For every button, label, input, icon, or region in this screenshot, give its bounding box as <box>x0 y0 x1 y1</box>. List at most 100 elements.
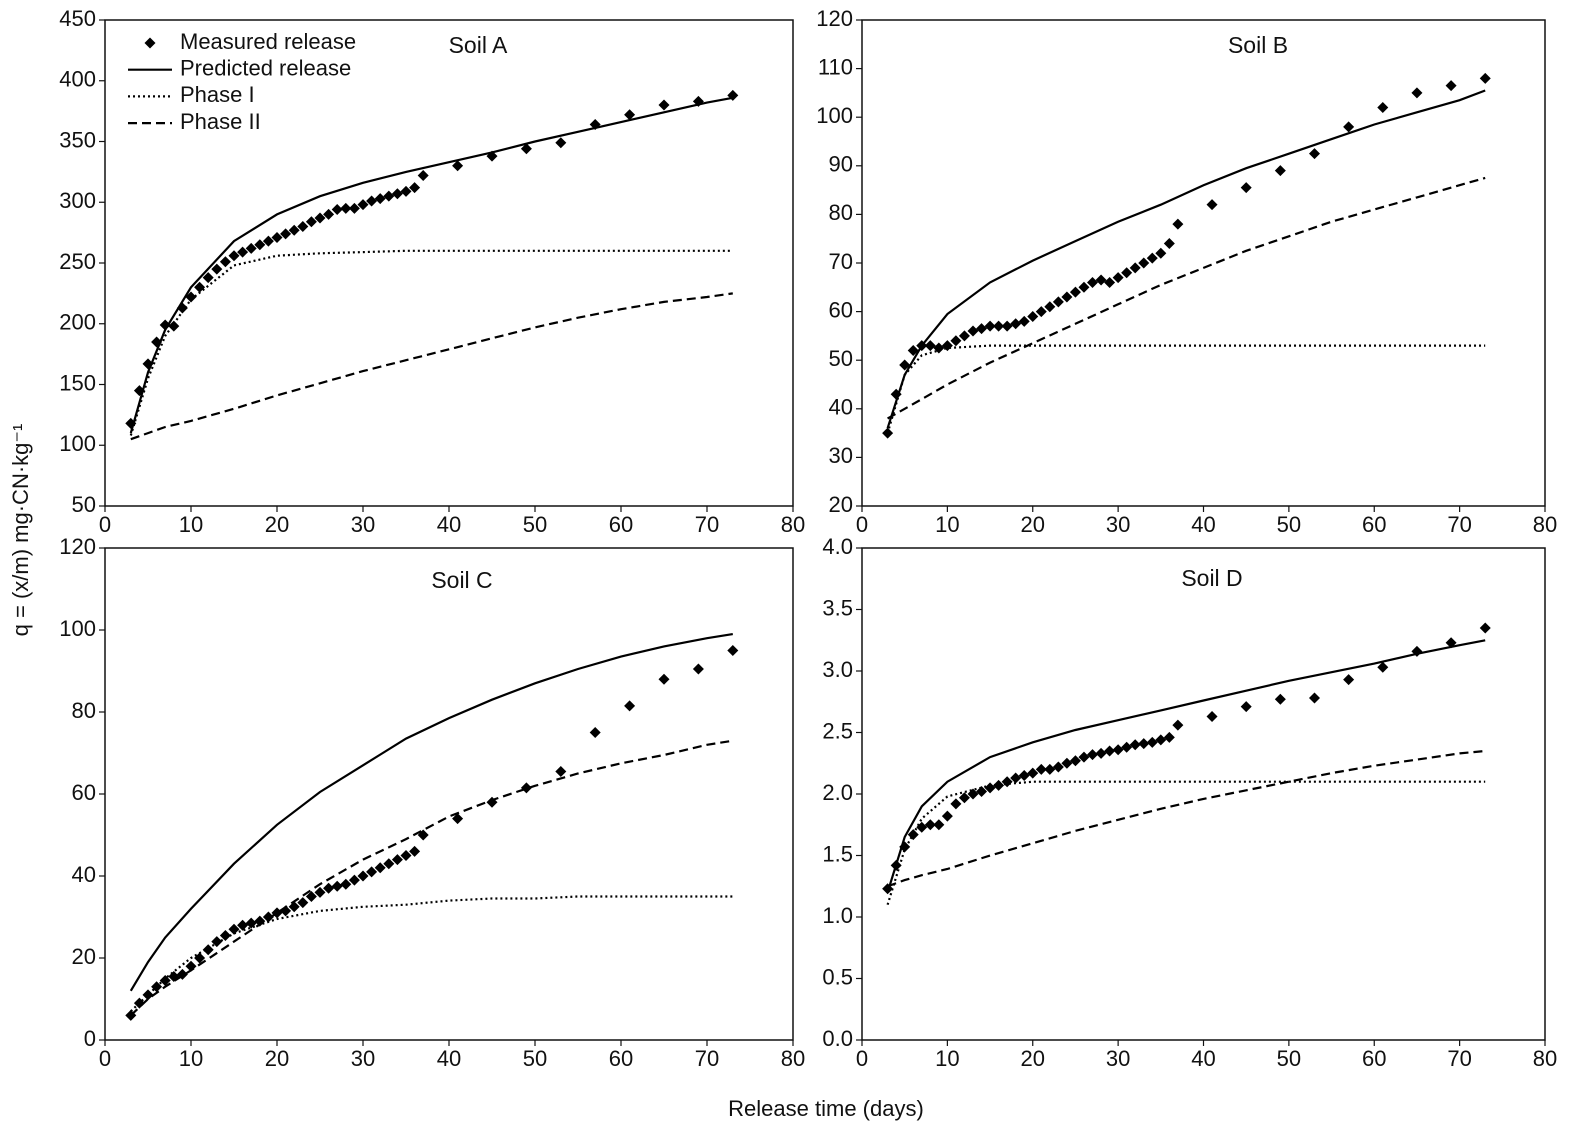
data-point <box>1274 165 1286 177</box>
y-tick-label: 300 <box>59 188 96 213</box>
y-tick-label: 0 <box>84 1026 96 1051</box>
data-point <box>400 185 412 197</box>
y-tick-label: 2.0 <box>822 780 853 805</box>
x-tick-label: 50 <box>523 1046 547 1071</box>
data-point <box>1061 757 1073 769</box>
x-tick-label: 40 <box>1191 1046 1215 1071</box>
y-tick-label: 70 <box>829 249 853 274</box>
data-point <box>348 874 360 886</box>
data-point <box>1087 749 1099 761</box>
data-point <box>1018 315 1030 327</box>
y-tick-label: 100 <box>59 616 96 641</box>
x-tick-label: 80 <box>781 1046 805 1071</box>
data-point <box>314 886 326 898</box>
data-point <box>624 109 636 121</box>
data-point <box>452 160 464 172</box>
y-tick-label: 0.5 <box>822 964 853 989</box>
data-point <box>305 891 317 902</box>
y-tick-label: 20 <box>72 944 96 969</box>
data-point <box>374 862 386 874</box>
x-tick-label: 20 <box>265 1046 289 1071</box>
data-point <box>202 272 214 284</box>
x-tick-label: 10 <box>179 1046 203 1071</box>
x-tick-label: 10 <box>935 512 959 537</box>
data-point <box>950 335 962 347</box>
data-point <box>366 195 378 207</box>
y-tick-label: 50 <box>72 492 96 517</box>
series-line <box>129 633 733 992</box>
data-point <box>1010 318 1022 330</box>
data-point <box>1445 80 1457 92</box>
data-point <box>374 193 386 205</box>
y-tick-label: 3.5 <box>822 595 853 620</box>
y-tick-label: 450 <box>59 6 96 31</box>
y-tick-label: 1.0 <box>822 903 853 928</box>
data-point <box>185 291 197 303</box>
data-point <box>941 340 953 352</box>
data-point <box>1155 247 1167 259</box>
x-tick-label: 80 <box>781 512 805 537</box>
x-tick-label: 0 <box>99 512 111 537</box>
data-point <box>1240 701 1252 713</box>
panel-title: Soil D <box>1181 565 1242 591</box>
y-tick-label: 40 <box>72 862 96 887</box>
data-point <box>228 923 240 935</box>
x-tick-label: 40 <box>1191 512 1215 537</box>
data-point <box>1112 272 1124 284</box>
y-tick-label: 120 <box>816 6 853 31</box>
data-point <box>1343 674 1355 686</box>
data-point <box>555 765 567 777</box>
data-point <box>1069 286 1081 298</box>
data-point <box>1479 72 1491 84</box>
data-point <box>924 819 936 831</box>
legend-label: Predicted release <box>180 56 351 81</box>
series-line <box>129 96 734 434</box>
data-point <box>993 779 1005 791</box>
data-point <box>297 897 309 909</box>
panel-title: Soil B <box>1228 32 1288 58</box>
data-point <box>1078 281 1090 293</box>
data-point <box>658 673 670 685</box>
plot-frame <box>104 547 794 1041</box>
data-point <box>1052 296 1064 308</box>
data-point <box>1155 734 1167 746</box>
data-point <box>1240 182 1252 194</box>
data-point <box>314 212 326 224</box>
series-line <box>887 749 1486 888</box>
series-line <box>130 739 733 1017</box>
y-tick-label: 2.5 <box>822 718 853 743</box>
data-point <box>391 854 403 866</box>
data-point <box>1308 148 1320 160</box>
data-point <box>219 256 231 268</box>
x-tick-label: 40 <box>437 512 461 537</box>
series-line <box>130 895 733 1013</box>
data-point <box>984 320 996 332</box>
data-point <box>692 663 704 675</box>
data-point <box>383 858 395 870</box>
series-line <box>129 249 733 436</box>
y-tick-label: 80 <box>829 200 853 225</box>
data-point <box>950 798 962 810</box>
data-point <box>331 204 343 216</box>
x-axis-label: Release time (days) <box>728 1096 924 1121</box>
y-tick-label: 250 <box>59 249 96 274</box>
x-tick-label: 20 <box>1021 512 1045 537</box>
data-point <box>899 359 911 371</box>
data-point <box>1027 767 1039 779</box>
data-point <box>262 235 274 247</box>
data-point <box>984 782 996 794</box>
data-point <box>1163 238 1175 250</box>
x-tick-label: 60 <box>609 512 633 537</box>
data-point <box>907 344 919 356</box>
y-tick-label: 80 <box>72 698 96 723</box>
x-tick-label: 20 <box>265 512 289 537</box>
data-point <box>658 99 670 111</box>
data-point <box>211 263 223 275</box>
y-tick-label: 30 <box>829 443 853 468</box>
x-tick-label: 30 <box>351 1046 375 1071</box>
data-point <box>1343 121 1355 133</box>
y-tick-label: 40 <box>829 395 853 420</box>
x-tick-label: 30 <box>1106 512 1130 537</box>
data-point <box>1129 739 1141 751</box>
data-point <box>1035 763 1047 775</box>
